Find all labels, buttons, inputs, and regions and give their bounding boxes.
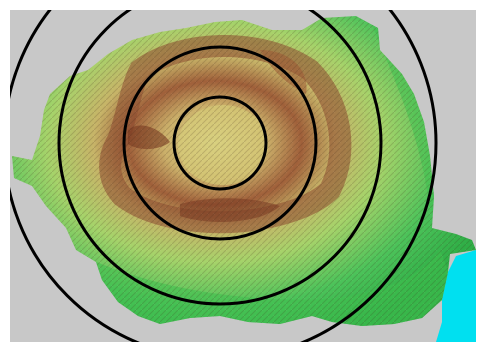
ring-4 — [10, 10, 438, 342]
concentric-rings — [10, 10, 438, 342]
relief-map — [10, 10, 476, 342]
sea-area — [436, 250, 476, 342]
map-panel — [10, 10, 476, 342]
ring-1 — [172, 95, 268, 191]
ring-3 — [57, 10, 383, 306]
ring-2 — [122, 45, 318, 241]
